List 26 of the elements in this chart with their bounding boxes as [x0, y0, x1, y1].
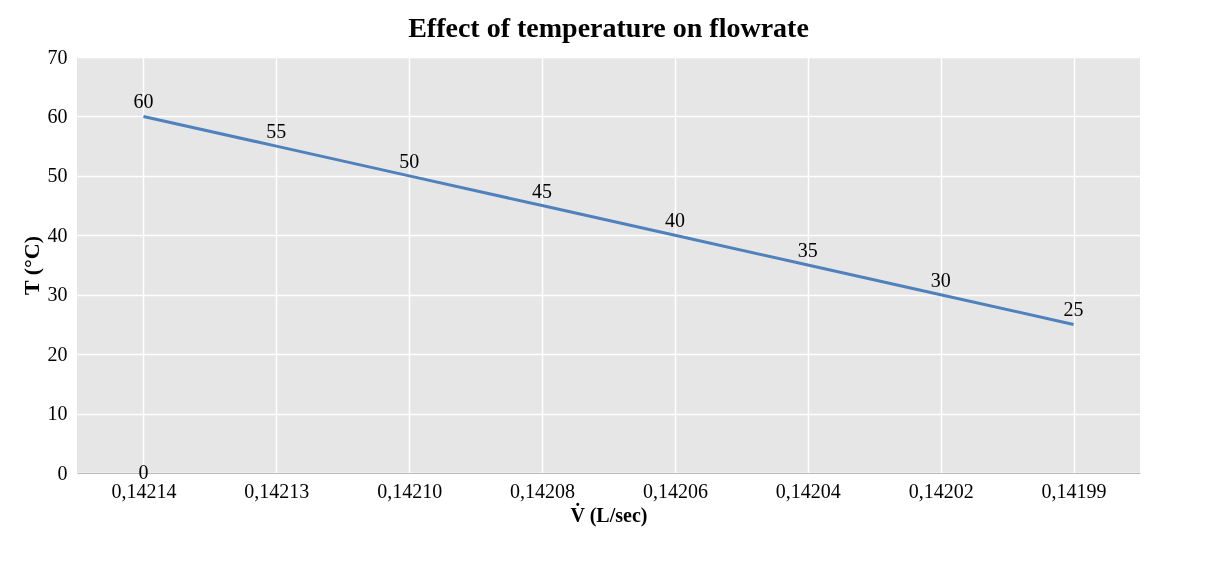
data-label: 50 [399, 149, 420, 172]
y-tick-label: 70 [47, 45, 68, 68]
y-tick-label: 50 [47, 164, 68, 187]
x-tick-label: 0,14213 [244, 479, 310, 502]
data-label: 30 [930, 268, 951, 291]
y-axis-title: T (°C) [18, 235, 44, 296]
x-tick-label: 0,14202 [908, 479, 974, 502]
data-label: 35 [797, 239, 818, 261]
y-tick-label: 30 [47, 283, 68, 306]
data-label: 40 [664, 209, 685, 232]
x-axis-title: V̇ (L/sec) [570, 502, 648, 527]
x-tick-label: 0,14210 [377, 479, 443, 502]
y-tick-label: 0 [57, 461, 68, 484]
y-tick-label: 20 [47, 342, 68, 365]
y-tick-label: 60 [47, 104, 68, 127]
x-tick-label: 0,14208 [510, 479, 576, 502]
y-tick-label: 10 [47, 402, 68, 425]
x-tick-label: 0,14206 [642, 479, 708, 502]
x-tick-label: 0,14204 [775, 479, 841, 502]
x-tick-label: 0,14199 [1041, 479, 1107, 502]
data-label: 60 [133, 90, 154, 113]
data-label: 25 [1063, 298, 1084, 321]
data-label: 45 [532, 179, 553, 202]
y-tick-label: 40 [47, 223, 68, 246]
data-label: 55 [266, 120, 287, 143]
chart-title: Effect of temperature on flowrate [408, 12, 809, 43]
